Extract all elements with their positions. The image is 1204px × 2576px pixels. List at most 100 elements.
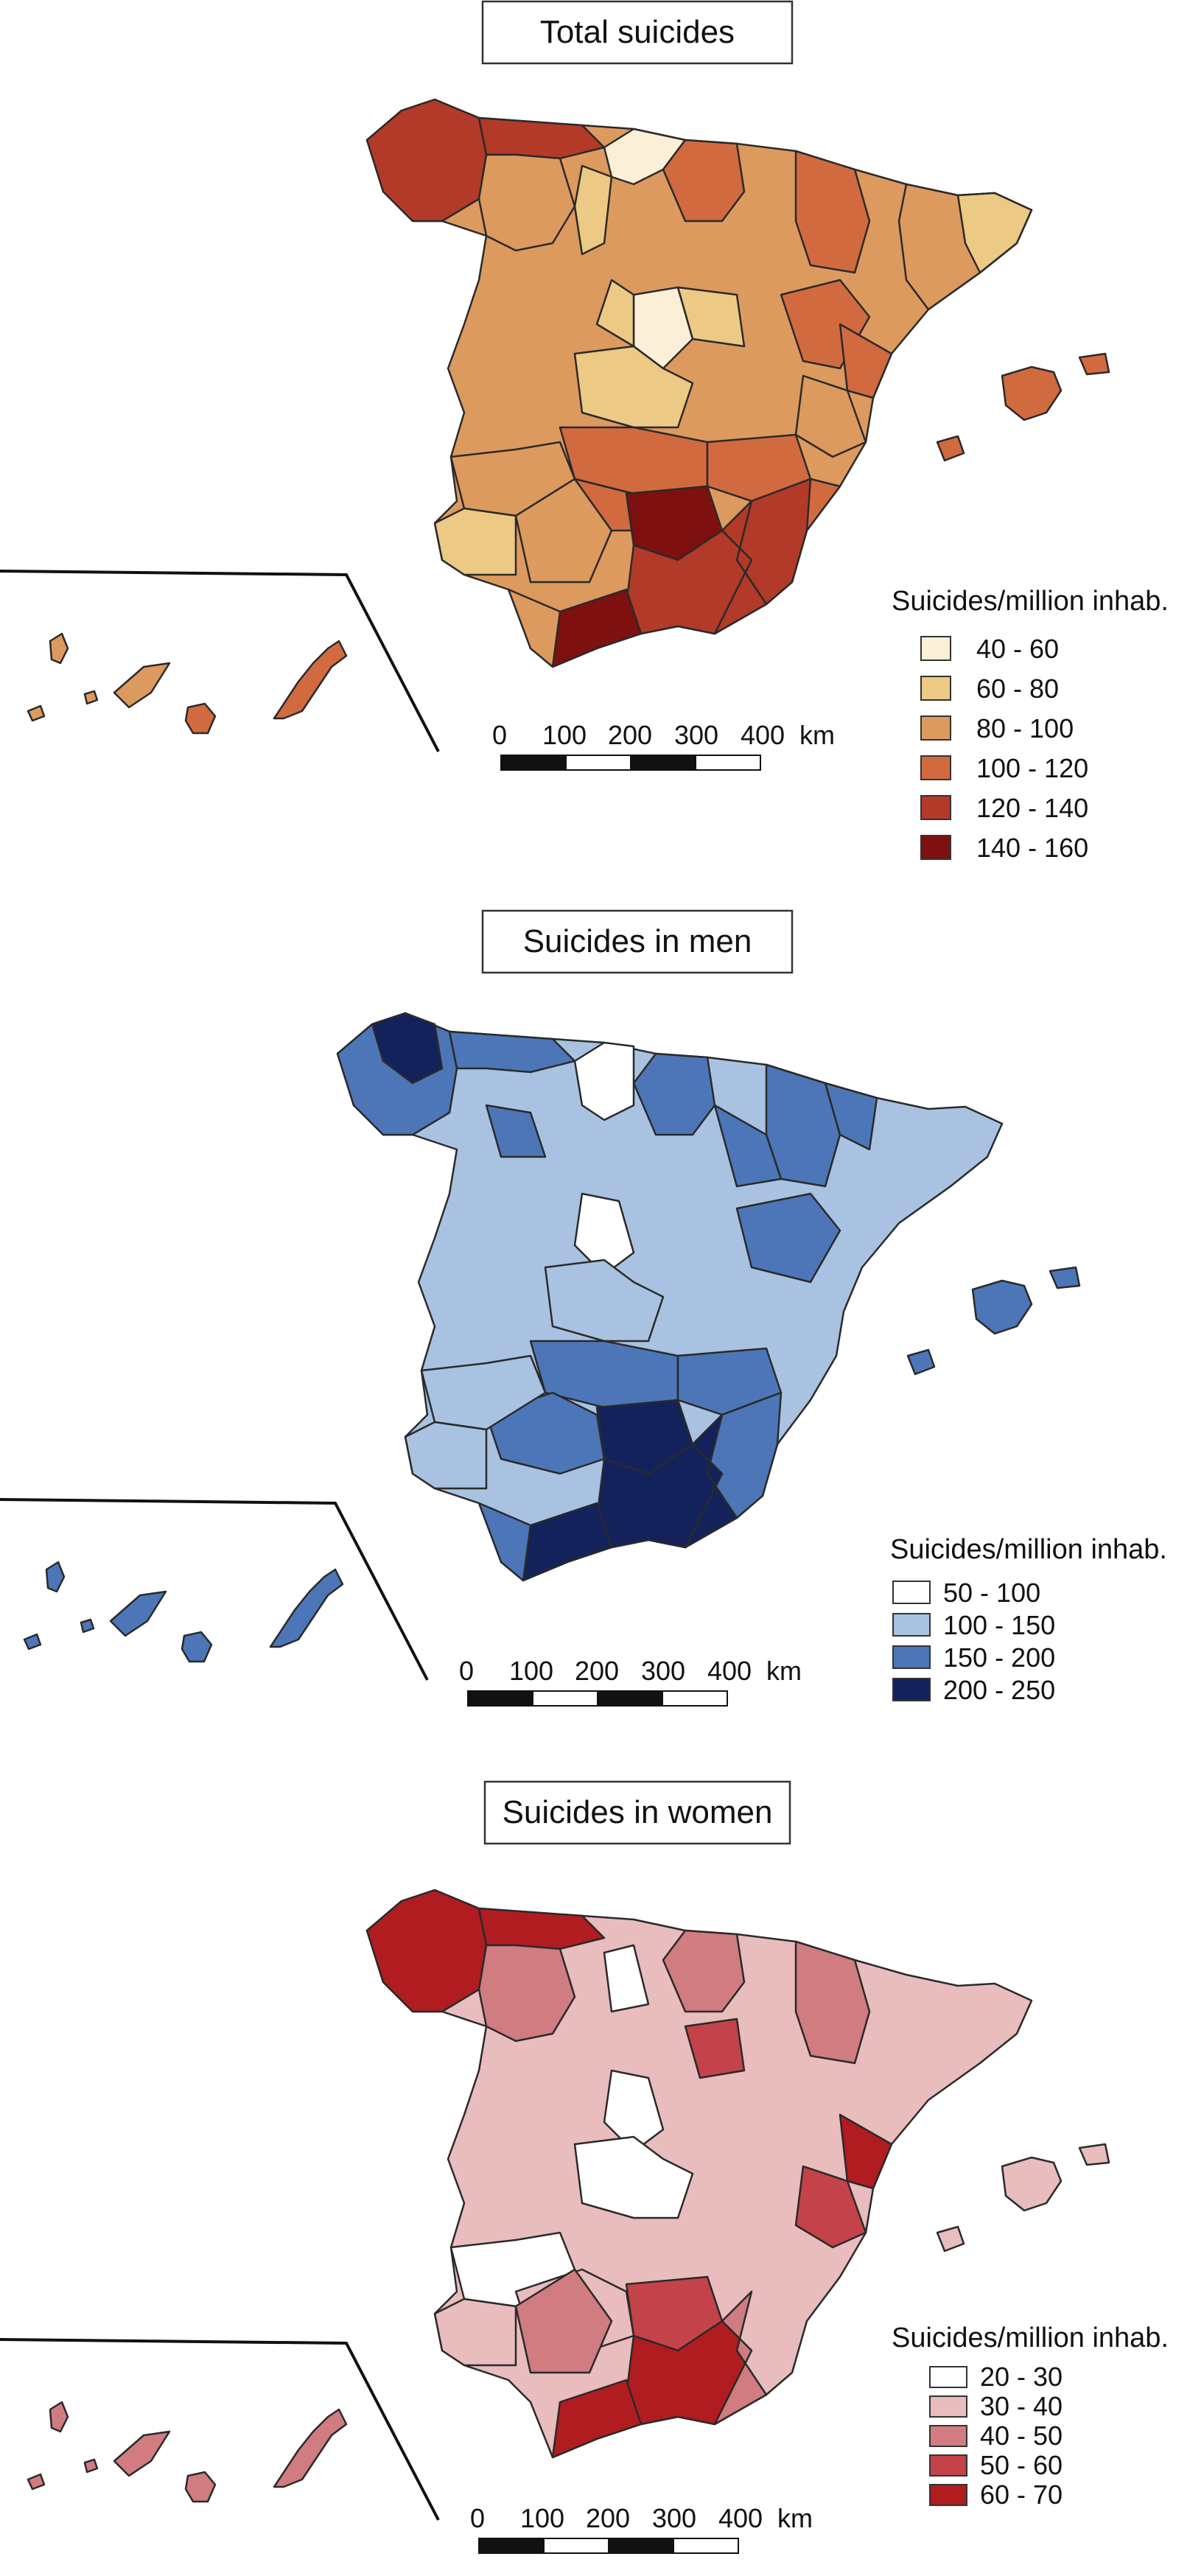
legend-label: 100 - 120 (976, 753, 1088, 783)
scale-tick-label: 300 (652, 2503, 696, 2533)
region-madrid (573, 345, 694, 429)
region-cadiz (477, 1502, 532, 1582)
legend-item: 40 - 50 (929, 2421, 1063, 2451)
region-huelva (433, 2297, 517, 2367)
scale-bar: 0 100 200 300 400 km (470, 2503, 813, 2554)
region-almeria (713, 2290, 768, 2426)
scale-tick-label: 100 (509, 1656, 553, 1686)
canary-island (27, 2473, 46, 2491)
legend-label: 200 - 250 (943, 1675, 1055, 1705)
scale-unit: km (777, 2503, 813, 2533)
legend-item: 120 - 140 (920, 793, 1088, 823)
legend-swatch (929, 2395, 967, 2418)
region-palencia (573, 164, 613, 256)
region-leon (477, 1944, 576, 2043)
legend-label: 30 - 40 (980, 2391, 1063, 2421)
scale-tick-label: 100 (520, 2503, 564, 2533)
balearic-ibiza (936, 435, 965, 462)
legend-swatch (920, 715, 951, 741)
region-leon (477, 153, 576, 252)
region-sevilla (514, 477, 613, 584)
legend-item: 60 - 70 (929, 2479, 1063, 2510)
canary-island (27, 704, 46, 722)
legend-label: 150 - 200 (943, 1642, 1055, 1673)
region-huelva (404, 1421, 488, 1490)
legend-label: 60 - 80 (976, 673, 1059, 704)
legend-swatch (920, 676, 951, 701)
scale-tick-label: 400 (718, 2503, 763, 2533)
legend-swatch (892, 1645, 931, 1669)
region-castellon (839, 2113, 893, 2190)
legend-item: 40 - 60 (920, 634, 1059, 664)
region-navarra (662, 139, 746, 223)
region-soria (684, 2017, 746, 2079)
region-almeria (684, 1413, 738, 1549)
scale-unit: km (799, 720, 835, 750)
region-sevilla (514, 2268, 613, 2374)
inset-border (0, 2338, 440, 2521)
region-burgos (603, 1944, 650, 2013)
legend-item: 80 - 100 (920, 713, 1074, 743)
region-galicia (365, 1889, 488, 2013)
canary-island (80, 1618, 95, 1634)
legend-title: Suicides/million inhab. (892, 586, 1169, 617)
legend-swatch (892, 1678, 931, 1701)
legend-swatch (929, 2484, 967, 2506)
legend-item: 50 - 60 (929, 2450, 1063, 2480)
legend-item: 30 - 40 (929, 2391, 1063, 2421)
canary-island (273, 2408, 348, 2488)
region-aragon-n (794, 150, 871, 274)
legend-swatch (920, 795, 951, 820)
legend-label: 50 - 100 (943, 1578, 1040, 1608)
region-valencia (794, 374, 867, 458)
region-madrid (544, 1259, 665, 1343)
region-malaga (551, 2379, 643, 2459)
legend-swatch (929, 2454, 967, 2477)
panel-title: Total suicides (540, 14, 735, 50)
region-valencia (794, 2165, 867, 2249)
legend-swatch (920, 835, 951, 860)
legend-item: 100 - 150 (892, 1610, 1055, 1640)
legend-label: 140 - 160 (976, 833, 1088, 863)
canary-island (23, 1633, 42, 1651)
legend-label: 100 - 150 (943, 1610, 1055, 1640)
panel-title-box (483, 1780, 791, 1845)
canary-island (113, 662, 171, 709)
canary-inset (0, 1498, 429, 1681)
region-asturias-cantabria (477, 1907, 606, 1950)
legend-swatch (929, 2425, 967, 2447)
scale-tick-label: 300 (641, 1656, 685, 1686)
legend-swatch (892, 1613, 931, 1637)
scale-bar: 0 100 200 300 400 km (492, 720, 835, 771)
scale-tick-label: 400 (707, 1656, 752, 1686)
scale-unit: km (766, 1656, 802, 1686)
region-lugo (371, 1012, 444, 1085)
region-castellon (839, 323, 893, 399)
legend-title: Suicides/million inhab. (892, 2323, 1169, 2353)
panel-title: Suicides in men (523, 923, 752, 959)
scale-tick-label: 0 (470, 2503, 485, 2533)
region-zaragoza (713, 1104, 783, 1188)
region-madrid (573, 2135, 694, 2219)
legend-label: 20 - 30 (980, 2362, 1063, 2392)
canary-island (45, 1561, 66, 1593)
canary-island (181, 1631, 213, 1663)
legend: Suicides/million inhab. 40 - 60 60 - 80 … (892, 586, 1169, 863)
legend-item: 60 - 80 (920, 673, 1059, 704)
region-aragon-n (794, 1940, 871, 2065)
canary-inset (0, 2338, 440, 2521)
region-palencia (485, 1104, 547, 1158)
region-almeria (713, 500, 768, 635)
scale-tick-label: 200 (608, 720, 652, 750)
scale-bar: 0 100 200 300 400 km (459, 1656, 802, 1707)
legend-swatch (929, 2366, 967, 2388)
inset-border (0, 570, 440, 752)
inset-border (0, 1498, 429, 1681)
canary-inset (0, 570, 440, 752)
balearic-menorca (1078, 2143, 1110, 2166)
panel-total-suicides: Total suicides (0, 0, 1169, 863)
legend-label: 80 - 100 (976, 713, 1074, 743)
scale-tick-label: 300 (674, 720, 718, 750)
canary-island (273, 640, 348, 720)
panel-suicides-men: Suicides in men (0, 909, 1167, 1707)
